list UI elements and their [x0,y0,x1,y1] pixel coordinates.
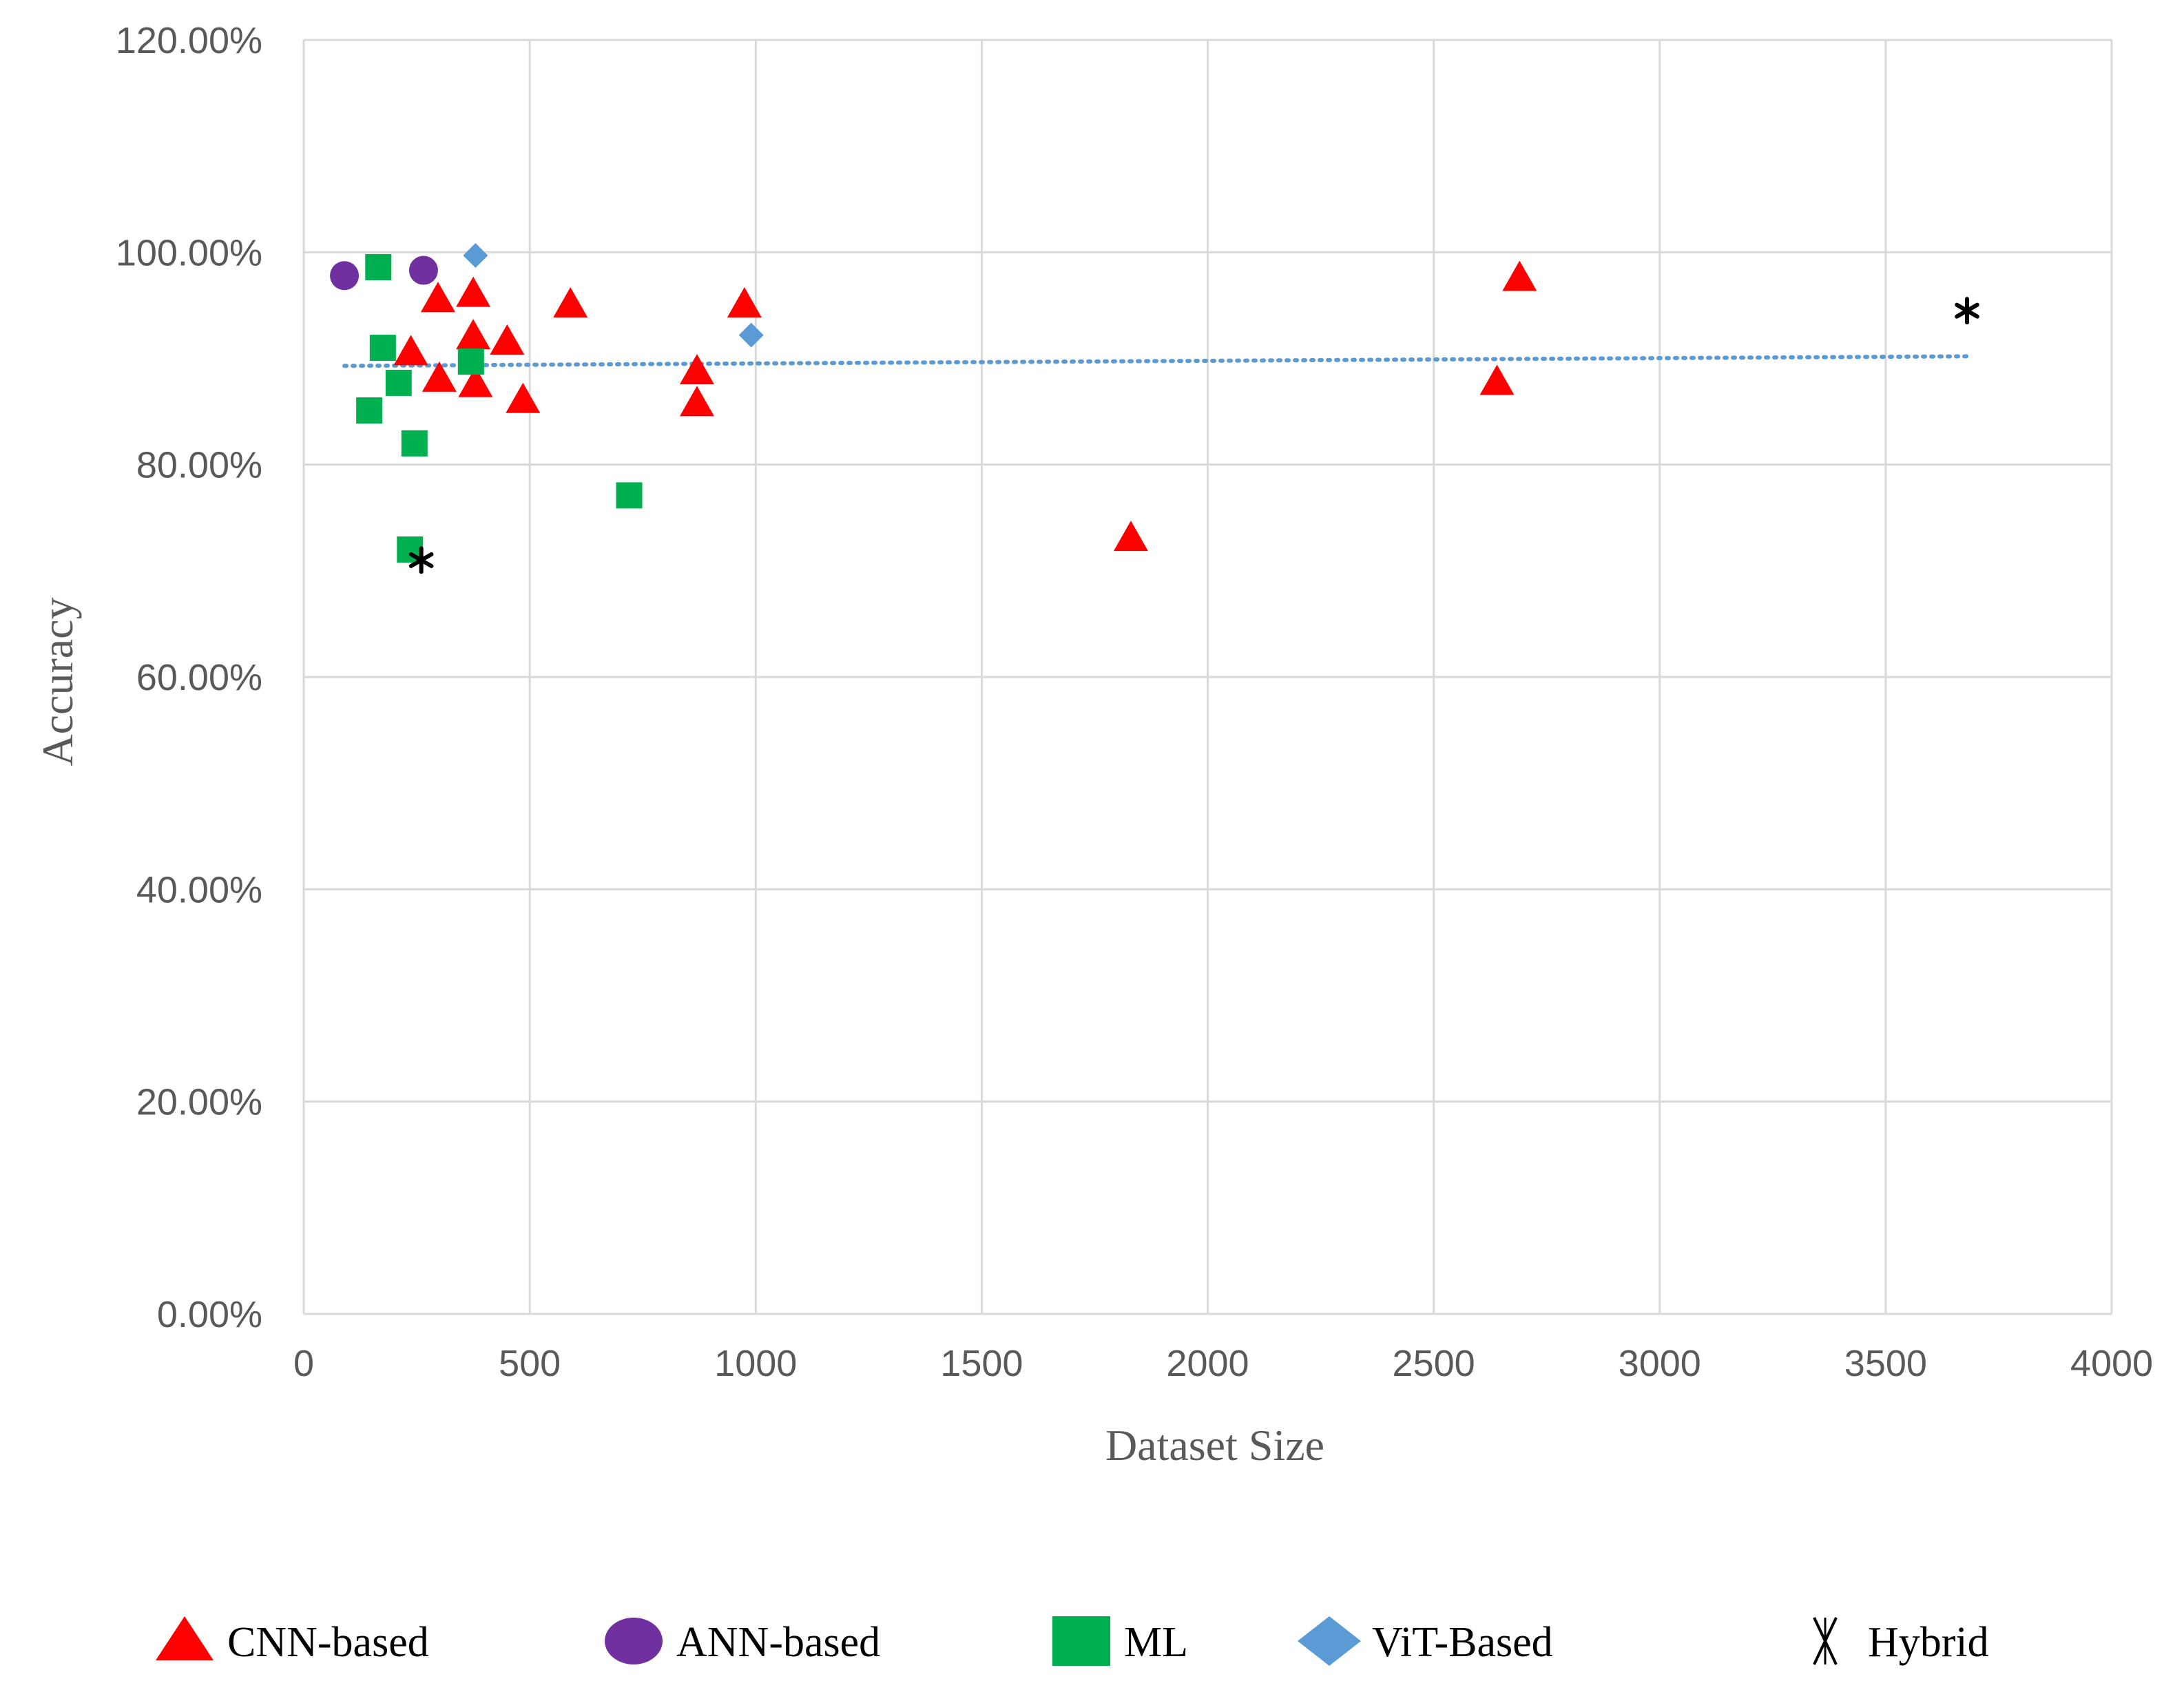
x-tick-label: 0 [293,1343,314,1384]
x-tick-label: 4000 [2070,1343,2153,1384]
ml-point [401,430,428,457]
legend: CNN-based ANN-based ML ViT-Based Hybrid [156,1616,1989,1666]
legend-marker [156,1616,214,1660]
y-tick-label: 60.00% [136,657,262,698]
cnn-based-point [1113,521,1148,552]
y-tick-label: 80.00% [136,445,262,486]
cnn-based-point [679,386,714,417]
x-tick-label: 2000 [1166,1343,1249,1384]
ann-based-point [408,255,438,285]
y-tick-label: 20.00% [136,1082,262,1123]
vit-based-point [738,322,764,348]
cnn-based-point [506,382,541,413]
cnn-based-point [727,287,762,318]
ml-point [365,253,392,280]
legend-marker [1298,1616,1361,1666]
cnn-based-point [1502,260,1537,291]
legend-item-vit-based: ViT-Based [1298,1616,1553,1666]
x-tick-label: 3500 [1844,1343,1927,1384]
ml-point [385,369,412,396]
x-tick-label: 2500 [1393,1343,1475,1384]
x-tick-label: 1500 [940,1343,1023,1384]
y-tick-label: 100.00% [116,232,262,273]
legend-marker [605,1618,663,1664]
y-axis-title: Accuracy [33,597,82,766]
grid [302,39,2113,1315]
cnn-based-point [490,324,525,355]
cnn-based-point [393,335,428,366]
cnn-based-point [456,276,491,307]
legend-item-ann-based: ANN-based [605,1618,880,1666]
data-points [330,242,1979,574]
y-tick-label: 120.00% [116,20,262,61]
legend-marker [1813,1617,1838,1665]
x-tick-label: 1000 [714,1343,797,1384]
x-axis-title: Dataset Size [1105,1421,1324,1470]
tick-labels: 0 500 1000 1500 2000 2500 3000 3500 4000 0.00% 20.… [116,20,2153,1384]
legend-label: ML [1124,1619,1188,1666]
hybrid-point [408,546,434,574]
cnn-based-point [553,287,588,318]
y-tick-label: 40.00% [136,869,262,910]
legend-label: CNN-based [227,1619,429,1666]
cnn-based-point [458,366,493,397]
cnn-based-point [422,361,457,392]
x-tick-label: 500 [499,1343,561,1384]
cnn-based-point [679,354,714,385]
cnn-based-point [1479,364,1515,395]
trendline-layer [342,354,1969,368]
cnn-based-point [456,319,491,350]
y-tick-label: 0.00% [157,1294,262,1335]
ml-point [356,397,383,424]
vit-based-point [463,242,488,268]
legend-label: ViT-Based [1372,1619,1553,1666]
ml-point [616,482,643,509]
legend-item-cnn-based: CNN-based [156,1616,429,1666]
trendline [342,354,1969,368]
ml-point [369,335,396,362]
legend-item-hybrid: Hybrid [1813,1617,1989,1666]
ml-point [457,348,484,375]
hybrid-point [1955,297,1979,325]
ann-based-point [330,261,360,291]
legend-label: Hybrid [1868,1619,1989,1666]
cnn-based-point [420,282,455,313]
legend-item-ml: ML [1052,1616,1188,1666]
legend-marker [1052,1616,1110,1666]
legend-label: ANN-based [676,1619,880,1666]
x-tick-label: 3000 [1619,1343,1701,1384]
